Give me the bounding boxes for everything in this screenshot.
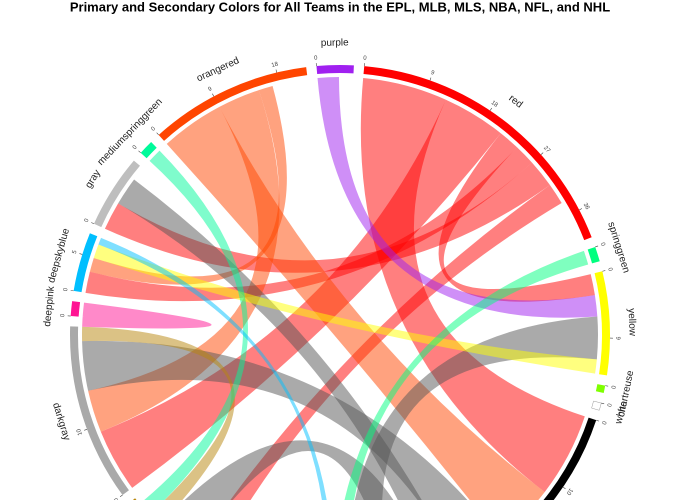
sector-arc [93, 160, 140, 228]
sector-arc [70, 301, 81, 317]
chord-ribbon [438, 133, 595, 302]
chord-ribbon [184, 440, 394, 500]
tick-mark [596, 419, 600, 422]
tick-mark [540, 152, 544, 155]
sector-arc [140, 142, 157, 159]
tick-label: 0 [605, 403, 612, 408]
tick-mark [602, 270, 606, 272]
sector-arc [591, 400, 602, 411]
tick-mark [605, 385, 609, 387]
tick-label: 0 [60, 313, 66, 317]
tick-label: 0 [606, 267, 613, 272]
sector-label: yellow [625, 308, 637, 337]
tick-mark [601, 402, 605, 405]
tick-mark [429, 77, 432, 81]
tick-mark [84, 429, 88, 431]
tick-label: 18 [271, 61, 280, 69]
tick-label: 9 [614, 336, 620, 340]
sector-arc [543, 417, 597, 500]
chart-title: Primary and Secondary Colors for All Tea… [70, 0, 610, 14]
title-background [0, 0, 680, 24]
tick-label: 0 [314, 55, 319, 61]
chord-ribbon [104, 162, 550, 273]
chord-ribbon [93, 244, 597, 374]
tick-label: 9 [207, 86, 213, 93]
tick-label: 18 [490, 100, 499, 109]
tick-label: 0 [84, 217, 91, 223]
tick-label: 0 [113, 496, 120, 500]
sector-label: purple [321, 37, 349, 49]
sector-label: deeppink [42, 285, 57, 327]
tick-label: 0 [600, 420, 607, 426]
tick-mark [119, 494, 123, 498]
sector-arc [594, 271, 611, 376]
tick-mark [562, 486, 566, 490]
sector-arc [69, 326, 129, 496]
chord-ribbon [89, 85, 287, 285]
tick-label: 9 [430, 70, 436, 77]
tick-mark [138, 150, 141, 154]
sector-arc [595, 384, 606, 393]
tick-mark [156, 132, 159, 136]
sector-label: deepskyblue [46, 227, 72, 284]
tick-label: 36 [582, 202, 591, 211]
tick-mark [579, 208, 583, 211]
chord-ribbon [144, 150, 248, 500]
tick-mark [91, 222, 95, 225]
tick-label: 0 [63, 287, 70, 292]
sector-label: darkgray [50, 401, 72, 441]
tick-label: 27 [542, 145, 551, 154]
sector-arc [316, 65, 354, 74]
tick-label: 0 [363, 56, 368, 62]
tick-label: 0 [609, 385, 616, 390]
chord-layer [82, 77, 598, 500]
tick-mark [489, 107, 493, 111]
sector-arc [587, 246, 600, 264]
sector-label: gray [83, 168, 103, 190]
tick-label: 0 [150, 126, 157, 133]
tick-label: 5 [72, 249, 79, 255]
chord-ribbon [85, 147, 533, 302]
chord-ribbon [82, 302, 212, 329]
tick-label: 0 [132, 144, 139, 151]
tick-label: 10 [76, 427, 84, 436]
tick-mark [275, 69, 277, 73]
sector-label: red [506, 93, 524, 110]
tick-label: 0 [599, 242, 606, 248]
sector-arc [73, 233, 98, 293]
sector-label: orangered [195, 55, 241, 84]
tick-mark [79, 253, 83, 255]
tick-label: 10 [564, 487, 573, 496]
sector-arc [158, 67, 308, 141]
tick-mark [212, 93, 215, 97]
chord-ribbon [118, 179, 422, 500]
tick-mark [595, 245, 599, 248]
chord-ribbon [100, 99, 501, 488]
sector-label: springgreen [605, 221, 631, 275]
